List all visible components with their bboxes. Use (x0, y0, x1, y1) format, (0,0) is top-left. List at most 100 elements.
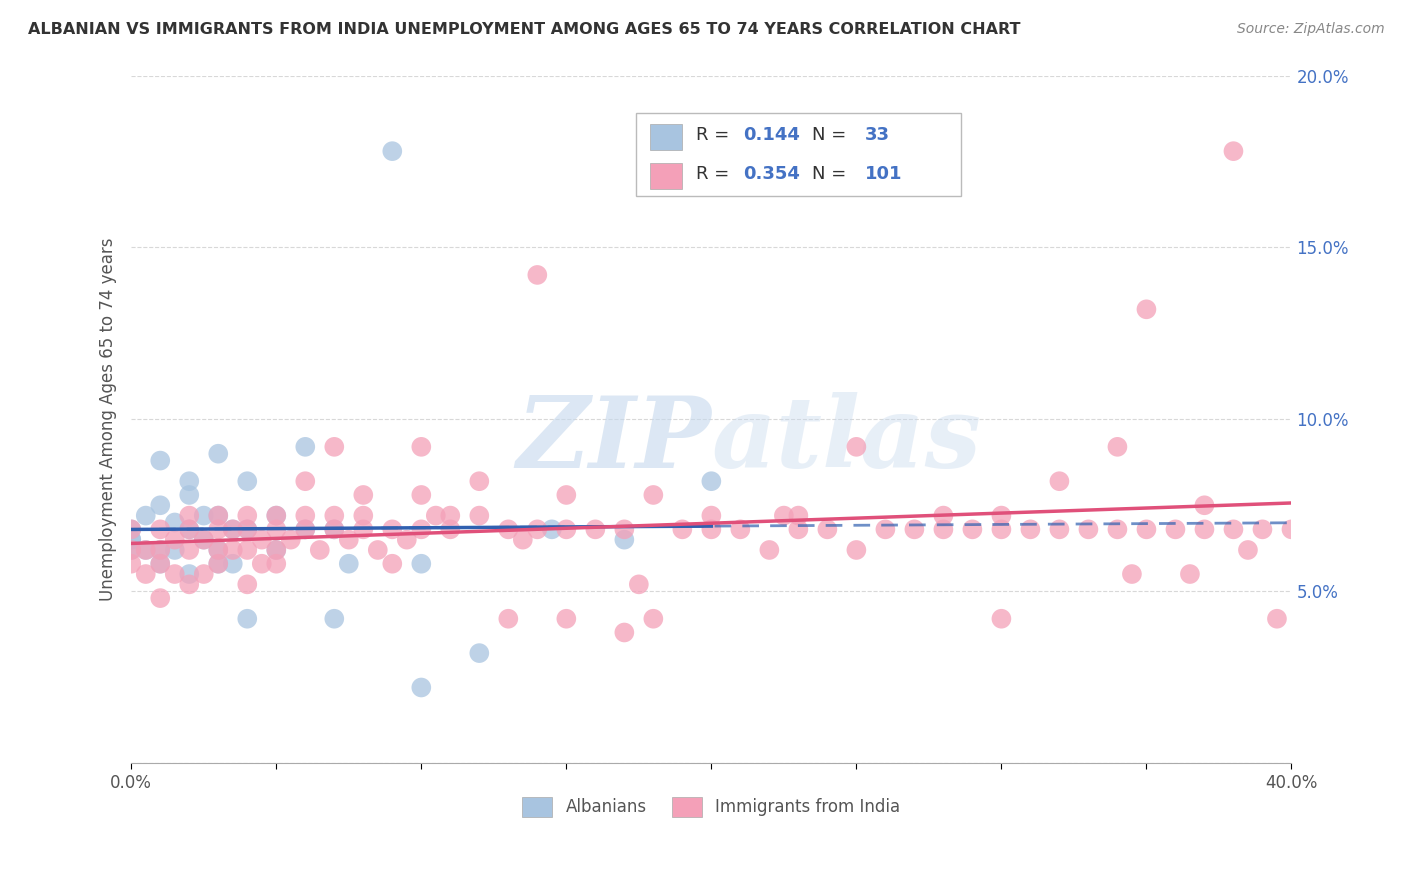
Point (149, 522, 172, 536)
Point (222, 543, 245, 558)
Point (555, 612, 578, 626)
Point (207, 508, 229, 523)
Point (627, 577, 650, 591)
Point (555, 522, 578, 536)
Text: R =: R = (696, 126, 735, 144)
Bar (650, 124, 682, 151)
Point (120, 533, 142, 547)
Point (207, 557, 229, 571)
Point (526, 522, 548, 536)
Point (264, 557, 287, 571)
Point (193, 567, 215, 582)
Point (222, 522, 245, 536)
Point (671, 522, 693, 536)
Point (120, 533, 142, 547)
Point (411, 440, 433, 454)
Point (411, 522, 433, 536)
Point (1135, 302, 1157, 317)
Text: N =: N = (813, 164, 852, 183)
Point (120, 557, 142, 571)
Point (1121, 567, 1143, 582)
Point (468, 508, 491, 523)
Point (990, 612, 1012, 626)
Point (1194, 522, 1216, 536)
Point (583, 522, 606, 536)
Point (323, 522, 346, 536)
Point (207, 557, 229, 571)
Point (815, 522, 838, 536)
Point (264, 508, 287, 523)
Point (207, 508, 229, 523)
Point (439, 508, 461, 523)
Point (845, 543, 868, 558)
Point (163, 533, 186, 547)
Point (337, 557, 360, 571)
Point (425, 508, 447, 523)
Text: 101: 101 (865, 164, 903, 183)
Point (1047, 474, 1070, 488)
Point (381, 522, 404, 536)
Point (439, 522, 461, 536)
Point (179, 522, 201, 536)
Point (135, 543, 157, 558)
Point (773, 508, 796, 523)
Point (1194, 498, 1216, 512)
Point (323, 522, 346, 536)
Point (1019, 522, 1042, 536)
Point (1047, 522, 1070, 536)
Point (1281, 522, 1303, 536)
Point (207, 447, 229, 461)
Point (179, 522, 201, 536)
Text: 0.354: 0.354 (742, 164, 800, 183)
Point (1077, 522, 1099, 536)
Point (280, 533, 302, 547)
Point (411, 681, 433, 695)
Point (787, 508, 810, 523)
Point (613, 625, 636, 640)
Point (207, 543, 229, 558)
Point (193, 533, 215, 547)
Point (555, 488, 578, 502)
Point (149, 498, 172, 512)
Point (643, 488, 665, 502)
Point (179, 488, 201, 502)
Point (323, 440, 346, 454)
Point (236, 508, 259, 523)
Text: 33: 33 (865, 126, 890, 144)
Point (264, 543, 287, 558)
Point (411, 557, 433, 571)
Point (149, 543, 172, 558)
Point (352, 522, 374, 536)
Point (120, 543, 142, 558)
Point (294, 440, 316, 454)
Point (352, 488, 374, 502)
Text: R =: R = (696, 164, 735, 183)
Point (149, 543, 172, 558)
Point (222, 557, 245, 571)
Point (700, 522, 723, 536)
Point (411, 488, 433, 502)
Point (264, 508, 287, 523)
Text: ZIP: ZIP (516, 392, 711, 488)
Point (236, 543, 259, 558)
Text: 0.144: 0.144 (742, 126, 800, 144)
Point (120, 522, 142, 536)
Point (498, 612, 520, 626)
Point (236, 522, 259, 536)
Point (1107, 522, 1129, 536)
Point (381, 144, 404, 158)
Point (264, 522, 287, 536)
Point (381, 557, 404, 571)
Point (236, 522, 259, 536)
Point (1135, 522, 1157, 536)
Point (179, 577, 201, 591)
Point (294, 508, 316, 523)
Point (700, 508, 723, 523)
Point (643, 612, 665, 626)
Point (845, 440, 868, 454)
Point (1164, 522, 1187, 536)
Point (395, 533, 418, 547)
Point (236, 612, 259, 626)
Point (990, 522, 1012, 536)
Y-axis label: Unemployment Among Ages 65 to 74 years: Unemployment Among Ages 65 to 74 years (100, 237, 117, 601)
